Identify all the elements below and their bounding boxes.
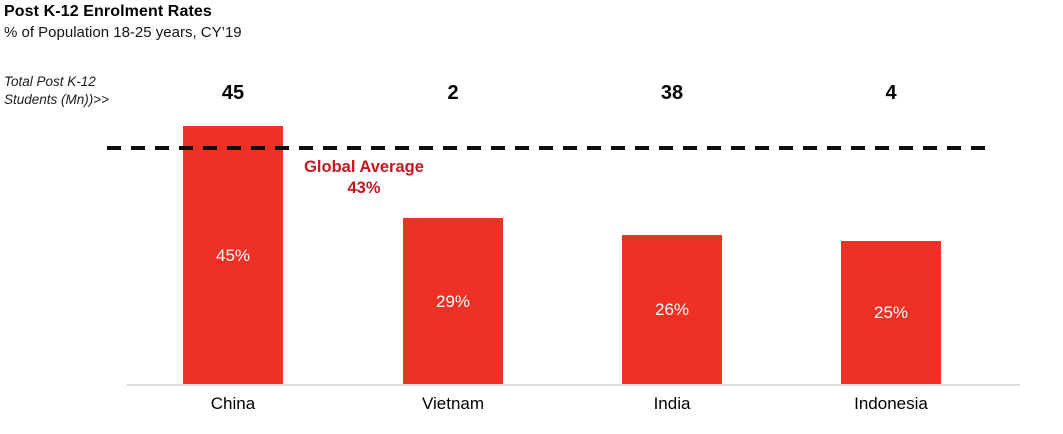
chart-subtitle: % of Population 18-25 years, CY’19: [4, 24, 242, 41]
global-average-reference-line: [107, 146, 995, 150]
category-label-indonesia: Indonesia: [854, 394, 928, 413]
bar-vietnam: [403, 218, 503, 385]
category-label-india: India: [653, 394, 691, 413]
total-students-value-vietnam: 2: [447, 82, 459, 104]
bar-indonesia: [841, 241, 941, 385]
global-average-label: Global Average: [304, 158, 424, 176]
annotation-line-1: Total Post K-12: [4, 74, 96, 89]
annotation-line-2: Students (Mn))>>: [4, 92, 110, 107]
bar-china: [183, 126, 283, 385]
bar-value-label-india: 26%: [654, 300, 690, 319]
total-students-value-india: 38: [660, 82, 684, 104]
category-label-china: China: [210, 394, 256, 413]
chart-title: Post K-12 Enrolment Rates: [4, 3, 212, 20]
bar-india: [622, 235, 722, 385]
global-average-callout: Global Average 43%: [284, 157, 444, 199]
bar-value-label-vietnam: 29%: [435, 291, 471, 311]
total-students-value-china: 45: [221, 82, 245, 104]
category-label-vietnam: Vietnam: [421, 394, 485, 413]
total-students-value-indonesia: 4: [885, 82, 897, 104]
global-average-value: 43%: [347, 179, 381, 197]
bar-value-label-china: 45%: [215, 245, 251, 265]
bar-value-label-indonesia: 25%: [873, 303, 909, 322]
x-axis-line: [127, 384, 1020, 386]
total-students-annotation: Total Post K-12 Students (Mn))>>: [4, 73, 109, 109]
